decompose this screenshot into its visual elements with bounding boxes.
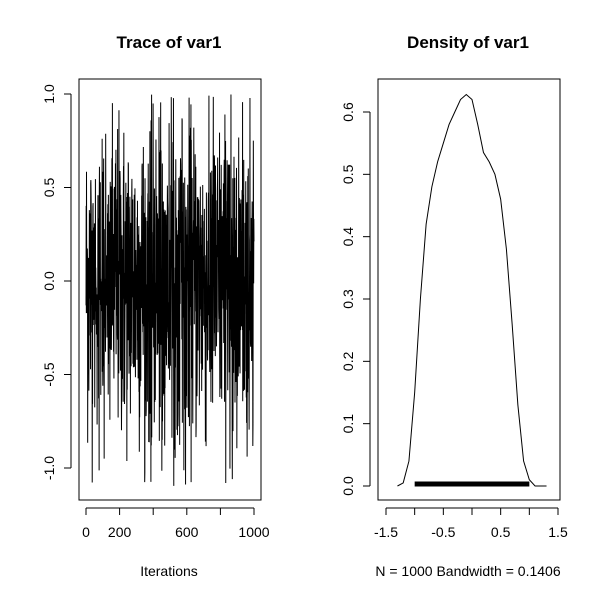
density-title: Density of var1 <box>407 33 529 52</box>
trace-y-tick-label: 0.0 <box>41 271 57 291</box>
trace-x-tick-label: 1000 <box>238 524 269 540</box>
density-x-label: N = 1000 Bandwidth = 0.1406 <box>375 563 560 579</box>
trace-series-line <box>85 94 255 486</box>
trace-title: Trace of var1 <box>117 33 222 52</box>
density-x-tick-label: 1.5 <box>548 524 568 540</box>
density-x-tick-label: -0.5 <box>431 524 455 540</box>
density-y-tick-label: 0.1 <box>340 414 356 434</box>
trace-y-tick-label: -1.0 <box>41 456 57 480</box>
density-y-tick-label: 0.4 <box>340 227 356 247</box>
trace-y-tick-label: -0.5 <box>41 362 57 386</box>
density-y-tick-label: 0.3 <box>340 289 356 309</box>
trace-x-label: Iterations <box>140 563 198 579</box>
density-x-tick-label: -1.5 <box>374 524 398 540</box>
trace-x-tick-label: 200 <box>108 524 132 540</box>
density-y-axis: 0.0 0.1 0.2 0.3 0.4 0.5 0.6 <box>340 102 371 496</box>
density-y-tick-label: 0.5 <box>340 164 356 184</box>
trace-x-tick-label: 600 <box>175 524 199 540</box>
density-y-tick-label: 0.6 <box>340 102 356 122</box>
trace-plot-box <box>78 78 262 501</box>
density-x-tick-label: 0.5 <box>491 524 511 540</box>
density-plot-box <box>377 78 561 501</box>
trace-panel: Trace of var1 0 200 600 1000 -1.0 -0.5 0.0 0.5… <box>41 33 270 579</box>
trace-y-tick-label: 0.5 <box>41 178 57 198</box>
trace-x-axis: 0 200 600 1000 <box>82 507 270 540</box>
density-y-tick-label: 0.2 <box>340 351 356 371</box>
trace-y-axis: -1.0 -0.5 0.0 0.5 1.0 <box>41 84 72 480</box>
trace-x-tick-label: 0 <box>82 524 90 540</box>
trace-y-tick-label: 1.0 <box>41 84 57 104</box>
density-panel: Density of var1 -1.5 -0.5 0.5 1.5 0.0 0.1 0.2… <box>340 33 568 579</box>
density-curve <box>397 93 547 487</box>
density-y-tick-label: 0.0 <box>340 476 356 496</box>
density-x-axis: -1.5 -0.5 0.5 1.5 <box>374 507 568 540</box>
